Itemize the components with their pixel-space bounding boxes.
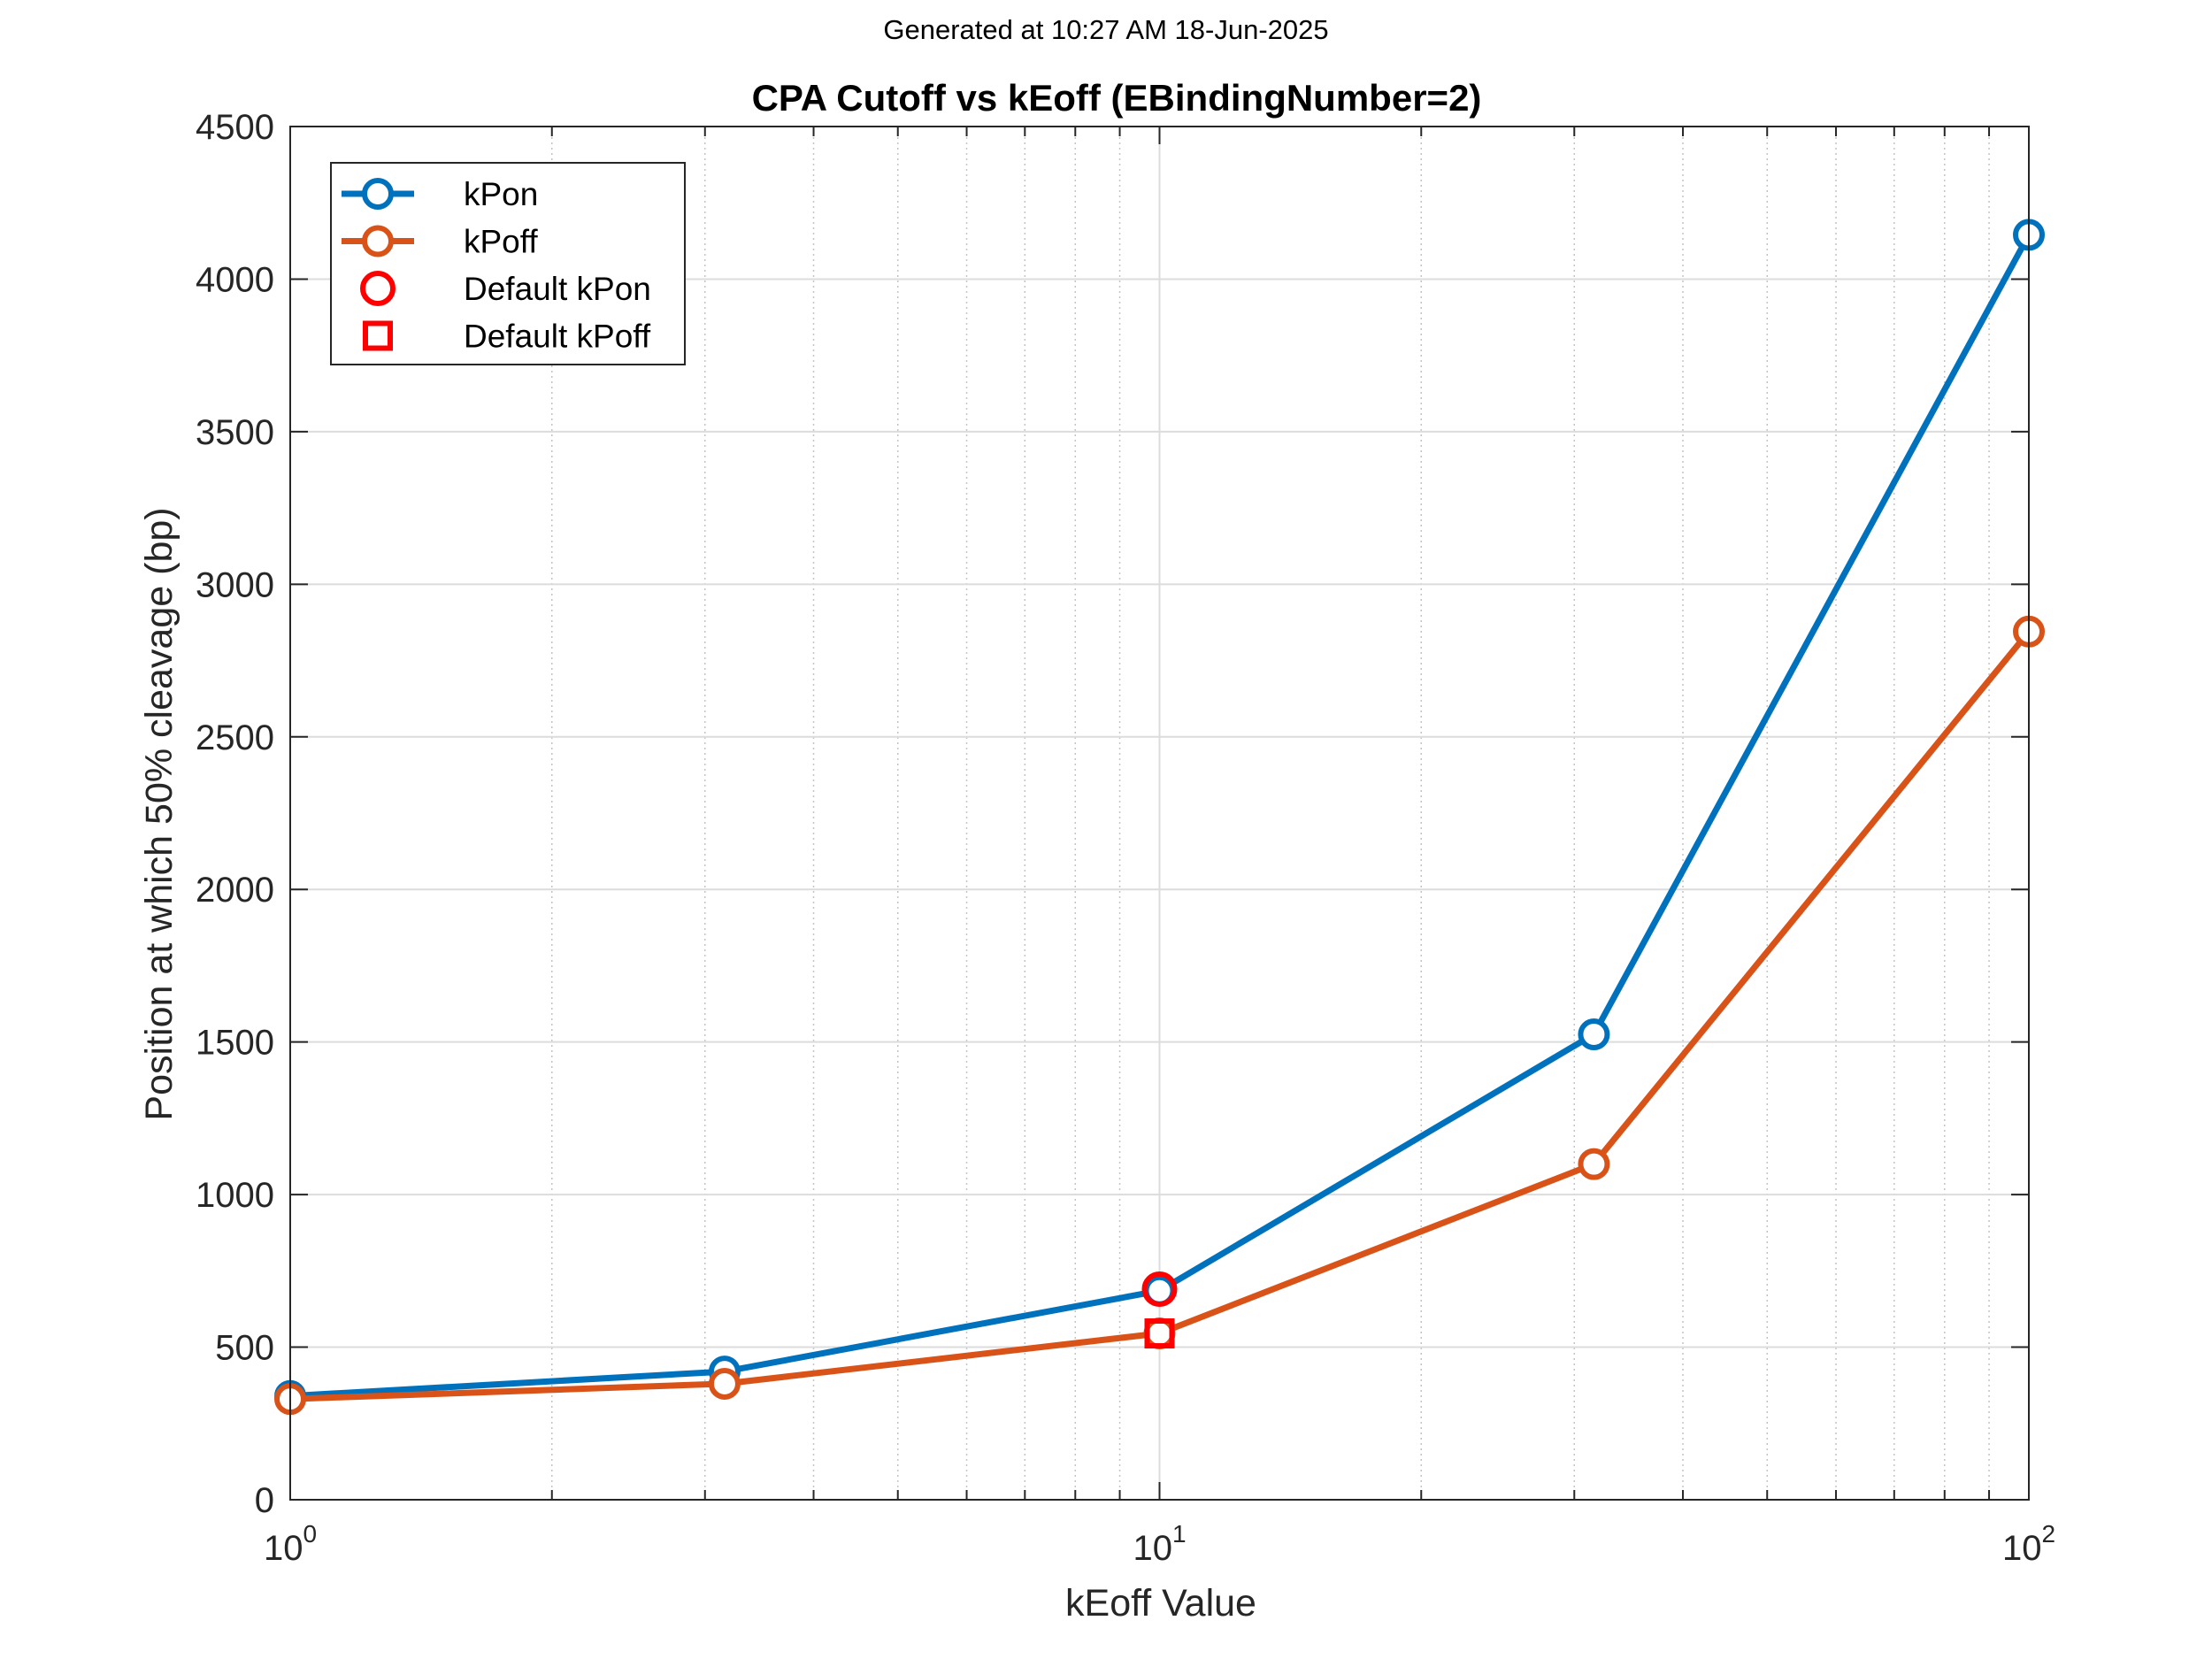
legend: kPon kPoff Default kPon Default kPoff <box>330 162 686 365</box>
series-kpoff-point <box>708 1367 741 1400</box>
y-tick-label: 1000 <box>196 1176 274 1215</box>
y-tick-label: 3000 <box>196 565 274 604</box>
legend-label: kPon <box>464 176 538 212</box>
y-tick-label: 1500 <box>196 1024 274 1063</box>
legend-swatch-marker <box>360 271 396 306</box>
legend-swatch-marker <box>363 320 393 351</box>
x-axis-label: kEoff Value <box>1065 1582 1256 1624</box>
x-tick-label: 100 <box>264 1520 317 1568</box>
legend-label: kPoff <box>464 224 538 260</box>
default-kpoff-marker <box>1144 1318 1175 1349</box>
y-tick-label: 2000 <box>196 871 274 910</box>
y-axis-label: Position at which 50% cleavage (bp) <box>138 507 180 1120</box>
series-kpon-point <box>1578 1018 1610 1051</box>
legend-swatch-marker <box>362 225 394 257</box>
chart-title: CPA Cutoff vs kEoff (EBindingNumber=2) <box>752 77 1482 119</box>
generated-timestamp: Generated at 10:27 AM 18-Jun-2025 <box>883 14 1328 45</box>
legend-swatch-marker <box>362 178 394 210</box>
y-tick-label: 4500 <box>196 108 274 147</box>
ticks <box>289 126 2030 1501</box>
series-kpoff-point <box>1578 1148 1610 1180</box>
legend-label: Default kPoff <box>464 319 651 355</box>
tick-labels: 100 101 102 0 500 1000 1500 2000 2500 3000 3500 400… <box>196 108 2055 1568</box>
series-kpoff-point <box>1143 1317 1176 1350</box>
default-kpon-marker <box>1141 1271 1178 1308</box>
y-tick-label: 2500 <box>196 718 274 757</box>
y-tick-label: 500 <box>215 1329 274 1368</box>
y-tick-label: 4000 <box>196 260 274 299</box>
x-tick-label: 101 <box>1133 1520 1186 1568</box>
x-tick-label: 102 <box>2002 1520 2055 1568</box>
y-tick-label: 0 <box>255 1481 274 1520</box>
legend-label: Default kPon <box>464 271 651 307</box>
y-tick-label: 3500 <box>196 413 274 452</box>
